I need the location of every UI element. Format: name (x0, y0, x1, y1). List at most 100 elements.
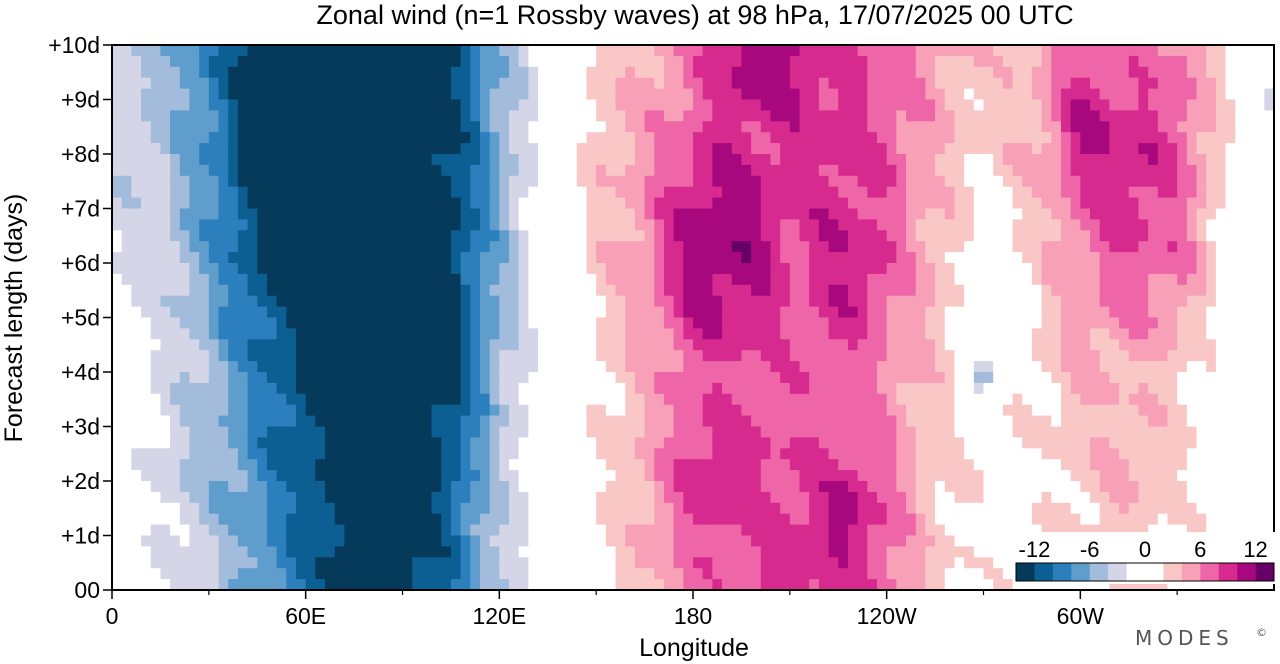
heatmap-cell (867, 186, 878, 199)
heatmap-cell (935, 393, 946, 406)
heatmap-cell (722, 404, 733, 417)
heatmap-cell (547, 66, 559, 79)
heatmap-cell (1206, 382, 1217, 395)
heatmap-cell (1128, 263, 1140, 275)
heatmap-cell (305, 121, 316, 133)
heatmap-cell (509, 252, 520, 264)
heatmap-cell (208, 66, 220, 79)
heatmap-cell (741, 350, 752, 362)
heatmap-cell (547, 208, 559, 220)
heatmap-cell (1196, 361, 1207, 373)
heatmap-cell (325, 328, 336, 340)
heatmap-cell (915, 382, 926, 395)
heatmap-cell (615, 219, 626, 231)
heatmap-cell (1186, 164, 1198, 177)
heatmap-cell (886, 241, 897, 253)
heatmap-cell (276, 121, 287, 133)
heatmap-cell (1244, 273, 1256, 286)
heatmap-cell (760, 415, 772, 428)
heatmap-cell (693, 481, 704, 493)
heatmap-cell (751, 317, 762, 329)
heatmap-cell (712, 175, 723, 188)
heatmap-cell (1051, 66, 1062, 79)
heatmap-cell (1090, 415, 1101, 428)
heatmap-cell (1215, 415, 1227, 428)
heatmap-cell (625, 284, 636, 297)
heatmap-cell (470, 295, 481, 308)
heatmap-cell (886, 404, 897, 417)
heatmap-cell (935, 317, 946, 329)
heatmap-cell (702, 273, 713, 286)
heatmap-cell (586, 252, 597, 264)
heatmap-cell (1041, 448, 1052, 460)
heatmap-cell (131, 415, 142, 428)
heatmap-cell (983, 481, 994, 493)
heatmap-cell (1206, 339, 1217, 351)
heatmap-cell (683, 306, 694, 319)
heatmap-cell (683, 55, 694, 68)
heatmap-cell (1060, 295, 1072, 308)
heatmap-cell (402, 55, 413, 68)
heatmap-cell (1099, 284, 1110, 297)
heatmap-cell (295, 154, 307, 166)
heatmap-cell (1148, 470, 1159, 482)
heatmap-cell (450, 306, 462, 319)
heatmap-cell (964, 448, 975, 460)
heatmap-cell (237, 382, 249, 395)
heatmap-cell (479, 415, 491, 428)
heatmap-cell (499, 132, 510, 144)
heatmap-cell (363, 295, 375, 308)
heatmap-cell (276, 88, 287, 101)
heatmap-cell (441, 284, 452, 297)
heatmap-cell (741, 252, 752, 264)
heatmap-cell (412, 88, 423, 101)
heatmap-cell (1090, 459, 1101, 471)
heatmap-cell (1138, 66, 1149, 79)
heatmap-cell (1264, 197, 1275, 210)
heatmap-cell (1128, 426, 1140, 438)
heatmap-cell (266, 339, 278, 351)
heatmap-cell (315, 437, 326, 449)
heatmap-cell (499, 88, 510, 101)
heatmap-cell (441, 491, 452, 504)
heatmap-cell (479, 481, 491, 493)
heatmap-cell (547, 382, 559, 395)
heatmap-cell (818, 132, 830, 144)
heatmap-cell (121, 88, 132, 101)
heatmap-cell (383, 208, 394, 220)
heatmap-cell (1051, 143, 1062, 155)
heatmap-cell (392, 121, 404, 133)
heatmap-cell (605, 382, 617, 395)
heatmap-cell (1099, 154, 1110, 166)
heatmap-cell (1060, 306, 1072, 319)
heatmap-cell (460, 295, 471, 308)
heatmap-cell (373, 284, 384, 297)
heatmap-cell (218, 350, 229, 362)
heatmap-cell (1012, 197, 1023, 210)
heatmap-cell (876, 481, 888, 493)
heatmap-cell (179, 350, 191, 362)
heatmap-cell (799, 459, 810, 471)
heatmap-cell (509, 317, 520, 329)
heatmap-cell (499, 491, 510, 504)
heatmap-cell (1119, 175, 1130, 188)
heatmap-cell (625, 306, 636, 319)
heatmap-cell (760, 404, 772, 417)
heatmap-cell (1167, 372, 1178, 384)
heatmap-cell (567, 295, 578, 308)
heatmap-cell (722, 252, 733, 264)
heatmap-cell (731, 197, 743, 210)
heatmap-cell (266, 132, 278, 144)
heatmap-cell (576, 350, 588, 362)
heatmap-cell (450, 361, 462, 373)
heatmap-cell (412, 404, 423, 417)
heatmap-cell (751, 252, 762, 264)
heatmap-cell (644, 208, 655, 220)
heatmap-cell (731, 361, 743, 373)
heatmap-cell (557, 317, 568, 329)
heatmap-cell (499, 306, 510, 319)
heatmap-cell (266, 470, 278, 482)
heatmap-cell (1128, 99, 1140, 111)
heatmap-cell (131, 491, 142, 504)
heatmap-cell (828, 459, 839, 471)
